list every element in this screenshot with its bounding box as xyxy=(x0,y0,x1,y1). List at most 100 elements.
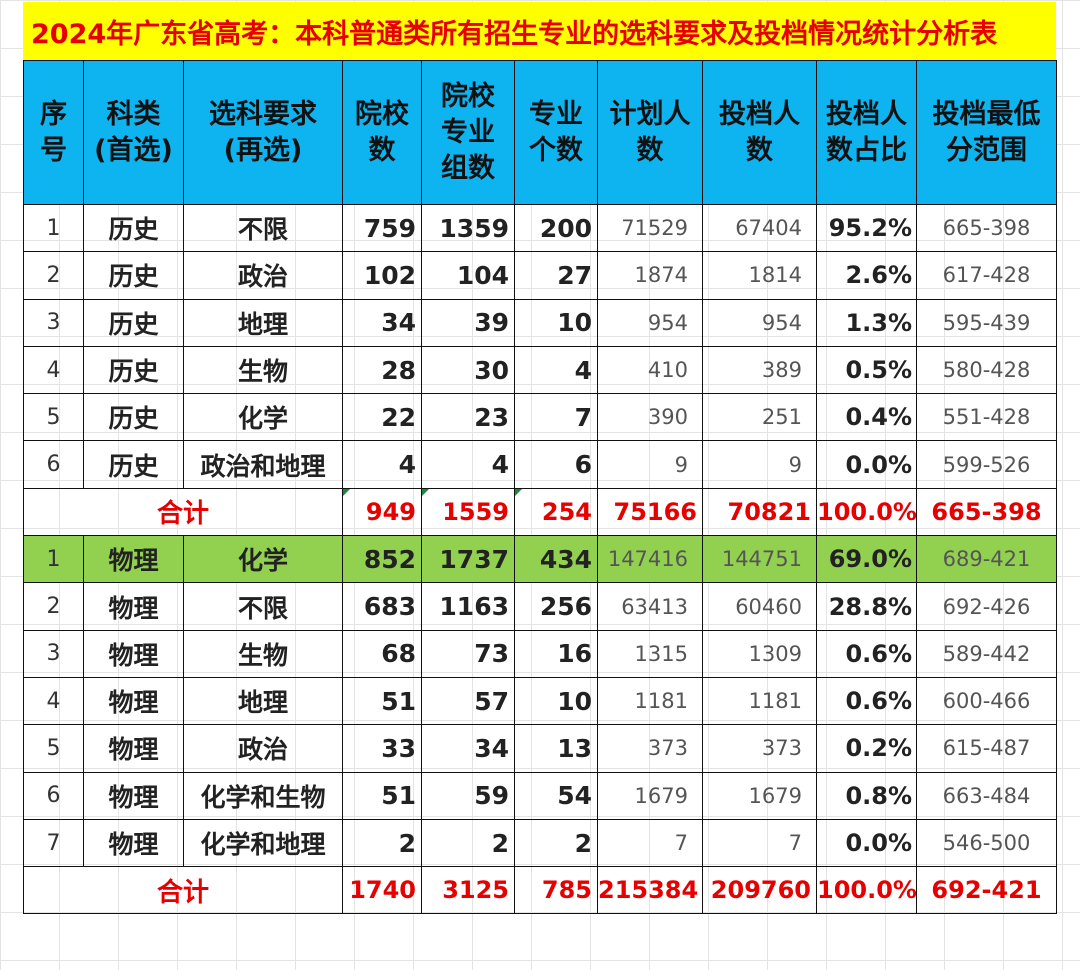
table-row: 5 历史 化学 22 23 7 390 251 0.4% 551-428 xyxy=(23,393,1057,442)
row-schools: 4 xyxy=(342,440,422,489)
row-majors: 6 xyxy=(514,440,598,489)
row-majors: 16 xyxy=(514,629,598,678)
row-index: 4 xyxy=(23,676,84,726)
row-groups: 104 xyxy=(421,251,515,300)
row-requirement: 不限 xyxy=(183,582,343,631)
row-schools: 51 xyxy=(342,771,422,820)
row-ratio: 0.0% xyxy=(816,440,917,489)
row-majors: 7 xyxy=(514,393,598,442)
col-header-score-range: 投档最低 分范围 xyxy=(916,60,1057,205)
row-schools: 852 xyxy=(342,535,422,584)
row-index: 7 xyxy=(23,818,84,868)
row-plan: 63413 xyxy=(597,582,703,631)
row-schools: 68 xyxy=(342,629,422,678)
row-groups: 73 xyxy=(421,629,515,678)
col-header-schools: 院校数 xyxy=(342,60,422,205)
row-category: 物理 xyxy=(83,535,184,584)
row-index: 2 xyxy=(23,251,84,300)
total-label: 合计 xyxy=(23,487,343,537)
row-requirement: 化学 xyxy=(183,535,343,584)
row-groups: 39 xyxy=(421,298,515,347)
row-category: 历史 xyxy=(83,251,184,300)
cell-marker-icon xyxy=(343,489,350,496)
row-score-range: 551-428 xyxy=(916,393,1057,442)
row-admitted: 1814 xyxy=(702,251,817,300)
row-requirement: 政治 xyxy=(183,724,343,773)
row-category: 历史 xyxy=(83,440,184,489)
row-groups: 1163 xyxy=(421,582,515,631)
col-header-admitted: 投档人数 xyxy=(702,60,817,205)
row-schools: 51 xyxy=(342,676,422,726)
admission-stats-table: 序号科类 (首选) 选科要求 (再选) 院校数院校 专业 组数 专业 个数 计划人数投档人数投档人… xyxy=(23,60,1057,915)
row-ratio: 0.4% xyxy=(816,393,917,442)
row-category: 物理 xyxy=(83,724,184,773)
total-schools: 1740 xyxy=(342,866,422,915)
total-majors: 254 xyxy=(514,487,598,537)
row-schools: 28 xyxy=(342,345,422,395)
row-category: 历史 xyxy=(83,345,184,395)
row-score-range: 595-439 xyxy=(916,298,1057,347)
row-admitted: 67404 xyxy=(702,203,817,253)
row-index: 6 xyxy=(23,771,84,820)
row-score-range: 580-428 xyxy=(916,345,1057,395)
row-schools: 102 xyxy=(342,251,422,300)
col-header-requirement: 选科要求 (再选) xyxy=(183,60,343,205)
table-body: 1 历史 不限 759 1359 200 71529 67404 95.2% 665-398 2 历史… xyxy=(23,203,1057,915)
row-index: 3 xyxy=(23,629,84,678)
row-majors: 2 xyxy=(514,818,598,868)
row-plan: 71529 xyxy=(597,203,703,253)
row-schools: 33 xyxy=(342,724,422,773)
row-ratio: 28.8% xyxy=(816,582,917,631)
row-plan: 147416 xyxy=(597,535,703,584)
total-row: 合计 1740 3125 785 215384 209760 100.0% 692-421 xyxy=(23,866,1057,915)
col-header-plan: 计划人数 xyxy=(597,60,703,205)
row-admitted: 1309 xyxy=(702,629,817,678)
row-requirement: 政治和地理 xyxy=(183,440,343,489)
table-row: 1 历史 不限 759 1359 200 71529 67404 95.2% 665-398 xyxy=(23,203,1057,253)
row-index: 5 xyxy=(23,393,84,442)
row-admitted: 7 xyxy=(702,818,817,868)
row-requirement: 生物 xyxy=(183,345,343,395)
total-ratio: 100.0% xyxy=(816,866,917,915)
row-ratio: 69.0% xyxy=(816,535,917,584)
row-score-range: 589-442 xyxy=(916,629,1057,678)
table-row: 3 物理 生物 68 73 16 1315 1309 0.6% 589-442 xyxy=(23,629,1057,678)
row-majors: 10 xyxy=(514,676,598,726)
row-requirement: 化学和地理 xyxy=(183,818,343,868)
total-majors: 785 xyxy=(514,866,598,915)
row-admitted: 1181 xyxy=(702,676,817,726)
row-admitted: 954 xyxy=(702,298,817,347)
row-index: 5 xyxy=(23,724,84,773)
row-admitted: 373 xyxy=(702,724,817,773)
row-groups: 57 xyxy=(421,676,515,726)
row-majors: 434 xyxy=(514,535,598,584)
table-row: 5 物理 政治 33 34 13 373 373 0.2% 615-487 xyxy=(23,724,1057,773)
row-admitted: 1679 xyxy=(702,771,817,820)
total-admitted: 70821 xyxy=(702,487,817,537)
col-header-groups: 院校 专业 组数 xyxy=(421,60,515,205)
row-plan: 1181 xyxy=(597,676,703,726)
total-admitted: 209760 xyxy=(702,866,817,915)
row-groups: 1359 xyxy=(421,203,515,253)
row-ratio: 0.8% xyxy=(816,771,917,820)
row-index: 4 xyxy=(23,345,84,395)
row-plan: 9 xyxy=(597,440,703,489)
row-category: 物理 xyxy=(83,676,184,726)
col-header-index: 序号 xyxy=(23,60,84,205)
table-row: 1 物理 化学 852 1737 434 147416 144751 69.0% 689-421 xyxy=(23,535,1057,584)
table-row: 6 历史 政治和地理 4 4 6 9 9 0.0% 599-526 xyxy=(23,440,1057,489)
table-row: 4 历史 生物 28 30 4 410 389 0.5% 580-428 xyxy=(23,345,1057,395)
row-score-range: 599-526 xyxy=(916,440,1057,489)
col-header-category: 科类 (首选) xyxy=(83,60,184,205)
row-groups: 4 xyxy=(421,440,515,489)
total-schools: 949 xyxy=(342,487,422,537)
row-ratio: 0.5% xyxy=(816,345,917,395)
total-score-range: 665-398 xyxy=(916,487,1057,537)
row-requirement: 化学和生物 xyxy=(183,771,343,820)
row-majors: 4 xyxy=(514,345,598,395)
row-requirement: 化学 xyxy=(183,393,343,442)
row-majors: 27 xyxy=(514,251,598,300)
row-admitted: 389 xyxy=(702,345,817,395)
row-ratio: 0.6% xyxy=(816,676,917,726)
row-index: 1 xyxy=(23,535,84,584)
